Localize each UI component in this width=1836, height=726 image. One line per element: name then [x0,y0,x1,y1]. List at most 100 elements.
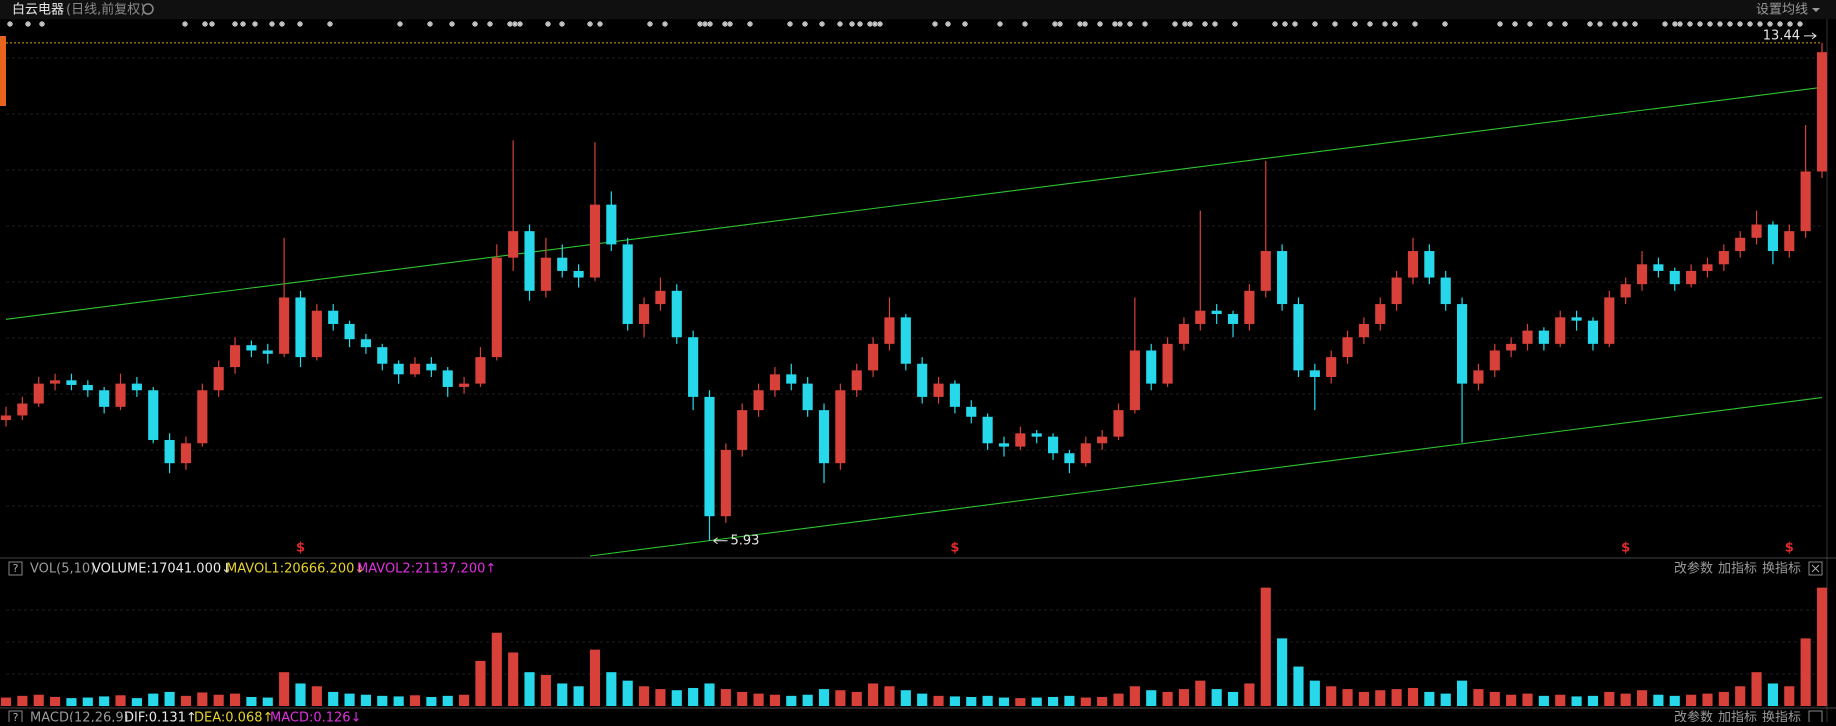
volume-bar [949,696,960,706]
candle-body [1424,251,1435,278]
volume-bar [1113,693,1124,706]
dropdown-icon[interactable] [1812,8,1820,12]
macd-value: MACD:0.126↓ [270,711,361,723]
volume-bar [638,686,650,706]
volume-bar [1031,697,1042,706]
info-icon [1442,21,1448,27]
info-icon [1677,21,1683,27]
volume-bar [786,695,797,706]
volume-bar [50,696,61,706]
add-indicator-button[interactable]: 加指标 [1718,711,1757,726]
volume-bar [1489,691,1500,706]
info-icon [1112,21,1118,27]
candle-body [1784,231,1795,252]
volume-bar [524,672,535,706]
volume-bar [1211,689,1222,706]
candle-body [1538,330,1549,344]
candle-body [409,363,421,375]
candle-body [164,439,175,464]
param-button[interactable]: 改参数 [1674,710,1713,726]
info-icon [932,21,938,27]
candle-body [704,396,715,517]
volume-bar [344,693,355,706]
candle-body [1653,264,1664,271]
candle-body [1227,314,1239,324]
candle-body [344,323,355,340]
switch-indicator-button[interactable]: 换指标 [1762,711,1801,726]
volume-bar [998,697,1010,706]
info-icon [1747,21,1753,27]
info-icon [512,21,518,27]
volume-bar [1702,693,1713,706]
grid [6,57,1822,675]
help-icon[interactable]: ? [13,562,19,575]
info-icon [545,21,551,27]
candle-body [1211,310,1222,315]
candle-body [1620,284,1631,298]
volume-bar [589,649,601,706]
info-icon [507,21,513,27]
candle-body [638,304,650,324]
settings-button[interactable]: 设置均线 [1756,3,1808,18]
volume-bar [33,694,44,706]
info-icon [279,21,285,27]
dif-value: DIF:0.131↑ [124,711,197,723]
candle-body [1702,264,1713,271]
info-icon [1352,21,1358,27]
candle-body [213,367,224,391]
candle-body [475,357,486,384]
volume-bar [1538,695,1549,706]
candle-body [1407,251,1419,278]
candle-body [737,410,748,450]
info-icon [997,21,1003,27]
close-icon[interactable] [1811,564,1820,573]
candle-body [1015,433,1026,447]
info-icon [7,21,13,27]
candle-body [131,383,142,391]
candle-body [1506,343,1517,351]
volume-bar [1097,696,1108,706]
help-icon[interactable]: ? [13,711,19,724]
info-icon [1717,21,1723,27]
candle-body [1816,52,1828,172]
info-icon [1142,21,1148,27]
volume-bar [1800,638,1811,706]
info-icon [1707,21,1713,27]
info-icon [727,21,733,27]
param-button[interactable]: 改参数 [1674,561,1713,577]
info-icon [1662,21,1668,27]
info-icon [1562,21,1568,27]
info-icon [1077,21,1083,27]
volume-bar [1277,638,1288,706]
volume-bar [1653,694,1664,706]
candle-body [279,297,290,354]
volume-bar [1015,698,1026,706]
volume-bar [622,680,633,706]
candle-body [1669,270,1680,285]
volume-bar [1227,691,1239,706]
candle-body [1489,350,1500,371]
volume-value: VOLUME:17041.000↓ [92,562,232,577]
switch-indicator-button[interactable]: 换指标 [1762,562,1801,577]
dea-value: DEA:0.068↑ [194,711,273,723]
candle-body [835,390,846,464]
volume-bar [1293,666,1304,706]
candle-body [1636,264,1648,285]
candle-body [966,406,977,417]
info-icon [1622,21,1628,27]
close-button[interactable] [1808,561,1823,576]
volume-bar [1195,680,1206,706]
candle-body [1162,343,1173,384]
volume-bar [229,693,241,706]
volume-bar [1473,689,1484,706]
add-indicator-button[interactable]: 加指标 [1718,562,1757,577]
candle-body [17,403,28,416]
info-icon [837,21,843,27]
info-icon [877,21,883,27]
help-button[interactable] [8,561,23,576]
candle-body [1178,323,1190,344]
gear-icon[interactable] [142,3,154,15]
candle-body [655,290,666,305]
candle-body [606,204,617,245]
candle-body [1555,317,1566,344]
